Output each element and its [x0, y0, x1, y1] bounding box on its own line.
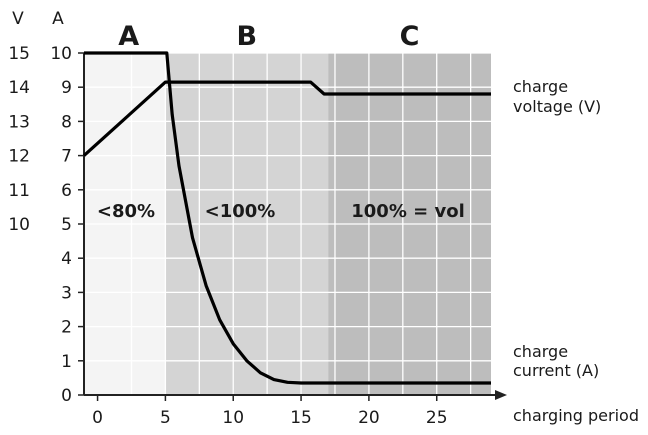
phase-label-a: A [118, 21, 139, 52]
x-tick-label: 20 [358, 408, 380, 428]
y-tick-label-a: 2 [61, 318, 72, 338]
x-tick-label: 5 [160, 408, 171, 428]
voltage-series-label: voltage (V) [513, 97, 601, 116]
x-axis-arrow [495, 390, 507, 400]
series-lines [82, 51, 491, 385]
y-tick-label-v: 15 [8, 44, 30, 64]
y-tick-label-a: 7 [61, 147, 72, 167]
x-tick-label: 0 [92, 408, 103, 428]
voltage-line [82, 80, 491, 157]
grid-lines [84, 52, 491, 395]
zone-label-b: <100% [205, 201, 276, 222]
y-tick-label-v: 11 [8, 181, 30, 201]
y-unit-label-v: V [12, 9, 24, 29]
y-tick-label-a: 0 [61, 386, 72, 406]
y-tick-label-a: 9 [61, 78, 72, 98]
y-tick-label-v: 10 [8, 215, 30, 235]
x-tick-label: 15 [290, 408, 312, 428]
y-tick-label-a: 5 [61, 215, 72, 235]
y-tick-label-a: 8 [61, 112, 72, 132]
y-tick-label-v: 14 [8, 78, 30, 98]
phase-label-c: C [400, 21, 420, 52]
y-tick-label-a: 1 [61, 352, 72, 372]
y-tick-label-v: 13 [8, 112, 30, 132]
y-tick-label-a: 10 [50, 44, 72, 64]
x-tick-label: 25 [426, 408, 448, 428]
phase-label-b: B [237, 21, 258, 52]
zone-label-a: <80% [97, 201, 155, 222]
x-tick-label: 10 [222, 408, 244, 428]
current-series-label: current (A) [513, 361, 599, 380]
y-tick-label-v: 12 [8, 147, 30, 167]
current-series-label: charge [513, 342, 568, 361]
y-tick-label-a: 6 [61, 181, 72, 201]
zone-label-c: 100% = vol [351, 201, 465, 222]
axes [78, 52, 507, 401]
y-tick-label-a: 3 [61, 283, 72, 303]
x-axis-label: charging period [513, 406, 639, 425]
voltage-series-label: charge [513, 77, 568, 96]
y-tick-label-a: 4 [61, 249, 72, 269]
y-unit-label-a: A [52, 9, 64, 29]
current-line [84, 51, 491, 385]
